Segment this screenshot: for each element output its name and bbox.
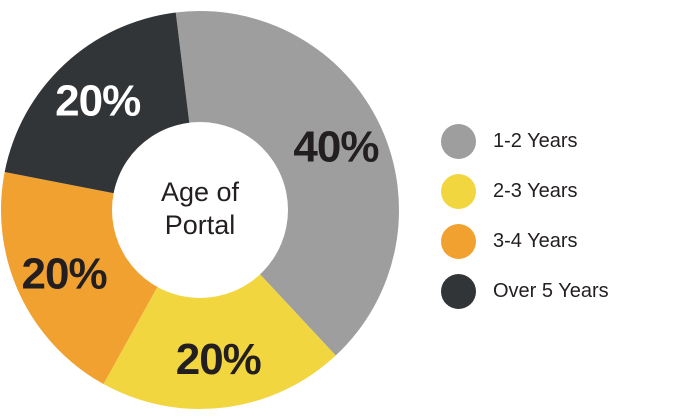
slice-labels: 40% 20% 20% 20% [22, 76, 380, 384]
legend-item-3-4-years: 3-4 Years [441, 216, 681, 266]
chart-title-line-1: Age of [161, 177, 240, 207]
slice-value-label: 20% [176, 335, 261, 384]
legend-label: Over 5 Years [493, 279, 609, 302]
slice-value-label: 20% [22, 249, 107, 298]
slice-value-label: 40% [293, 123, 378, 172]
legend-swatch [441, 123, 476, 159]
legend-item-2-3-years: 2-3 Years [441, 166, 681, 216]
slice-2-3-years [103, 210, 336, 409]
legend-swatch [441, 273, 476, 309]
legend-label: 1-2 Years [493, 129, 578, 152]
legend-swatch [441, 173, 476, 209]
legend: 1-2 Years 2-3 Years 3-4 Years Over 5 Yea… [441, 116, 681, 316]
slice-1-2-years [175, 10, 400, 356]
legend-label: 3-4 Years [493, 229, 578, 252]
chart-title-line-2: Portal [165, 210, 236, 240]
slice-value-label: 20% [55, 76, 140, 125]
legend-swatch [441, 223, 476, 259]
legend-item-1-2-years: 1-2 Years [441, 116, 681, 166]
legend-label: 2-3 Years [493, 179, 578, 202]
legend-item-over-5-years: Over 5 Years [441, 266, 681, 316]
donut-hole [112, 122, 288, 298]
